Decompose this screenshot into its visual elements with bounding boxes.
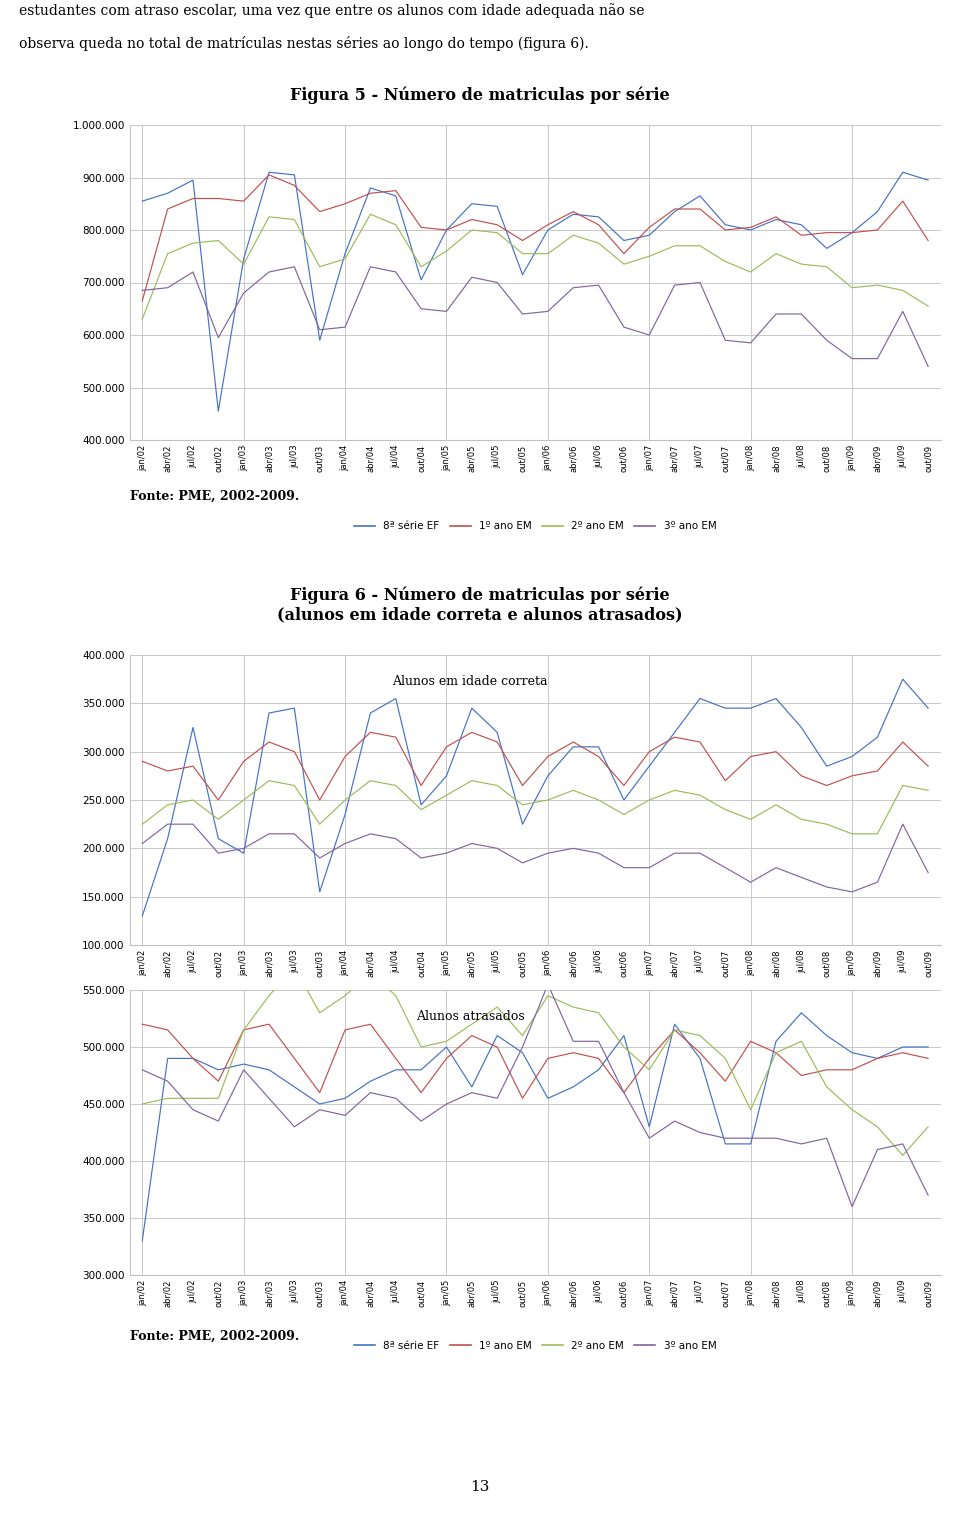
Text: estudantes com atraso escolar, uma vez que entre os alunos com idade adequada nã: estudantes com atraso escolar, uma vez q…: [19, 3, 645, 18]
Text: Alunos em idade correta: Alunos em idade correta: [393, 675, 548, 688]
Legend: 8ª série EF, 1º ano EM, 2º ano EM, 3º ano EM: 8ª série EF, 1º ano EM, 2º ano EM, 3º an…: [349, 1337, 721, 1356]
Text: observa queda no total de matrículas nestas séries ao longo do tempo (figura 6).: observa queda no total de matrículas nes…: [19, 36, 588, 51]
Text: Figura 5 - Número de matriculas por série: Figura 5 - Número de matriculas por séri…: [290, 86, 670, 104]
Text: Alunos atrasados: Alunos atrasados: [416, 1011, 525, 1023]
Text: Fonte: PME, 2002-2009.: Fonte: PME, 2002-2009.: [130, 1330, 299, 1342]
Text: Figura 6 - Número de matriculas por série
(alunos em idade correta e alunos atra: Figura 6 - Número de matriculas por séri…: [277, 587, 683, 623]
Legend: 8ª série EF, 1º ano EM, 2º ano EM, 3º ano EM: 8ª série EF, 1º ano EM, 2º ano EM, 3º an…: [349, 1009, 721, 1027]
Legend: 8ª série EF, 1º ano EM, 2º ano EM, 3º ano EM: 8ª série EF, 1º ano EM, 2º ano EM, 3º an…: [349, 517, 721, 536]
Text: Fonte: PME, 2002-2009.: Fonte: PME, 2002-2009.: [130, 490, 299, 502]
Text: 13: 13: [470, 1480, 490, 1493]
